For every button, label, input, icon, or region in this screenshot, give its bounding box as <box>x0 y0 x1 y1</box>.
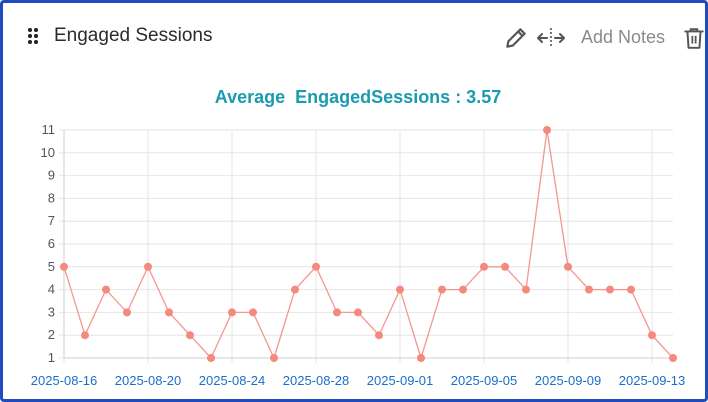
data-point <box>669 354 677 362</box>
data-point <box>543 126 551 134</box>
chart-area: Average EngagedSessions : 3.57 1 2 3 4 5 6 7 8 9… <box>3 73 705 399</box>
data-point <box>60 262 68 271</box>
y-tick-label: 3 <box>48 304 55 319</box>
data-point <box>564 262 572 271</box>
y-tick-label: 1 <box>48 350 55 365</box>
trash-icon[interactable] <box>683 26 705 50</box>
data-point <box>438 285 446 294</box>
data-point <box>102 285 110 294</box>
pencil-icon[interactable] <box>503 25 529 51</box>
x-tick-label: 2025-08-24 <box>199 373 266 388</box>
chart-title: Average EngagedSessions : 3.57 <box>214 87 502 107</box>
data-point <box>207 354 215 362</box>
data-point <box>291 285 299 294</box>
move-arrows-icon[interactable] <box>537 25 565 51</box>
widget-header: Engaged Sessions Add Notes <box>3 3 705 65</box>
y-tick-label: 5 <box>48 259 55 274</box>
data-point <box>459 285 467 294</box>
data-point <box>396 285 404 294</box>
data-point <box>144 262 152 271</box>
x-tick-label: 2025-09-05 <box>451 373 518 388</box>
y-tick-label: 10 <box>41 145 55 160</box>
x-tick-label: 2025-08-20 <box>115 373 182 388</box>
x-tick-label: 2025-09-09 <box>535 373 602 388</box>
data-point <box>249 308 257 317</box>
y-tick-label: 6 <box>48 236 55 251</box>
x-tick-label: 2025-09-01 <box>367 373 434 388</box>
data-point <box>186 331 194 340</box>
y-tick-label: 9 <box>48 168 55 183</box>
data-point <box>375 331 383 340</box>
data-point <box>522 285 530 294</box>
x-tick-label: 2025-09-13 <box>619 373 686 388</box>
data-point <box>501 262 509 271</box>
data-point <box>228 308 236 317</box>
data-point <box>648 331 656 340</box>
data-point <box>480 262 488 271</box>
widget-title: Engaged Sessions <box>54 25 213 46</box>
data-point <box>123 308 131 317</box>
line-chart: 1 2 3 4 5 6 7 8 9 10 11 2025-08-16 2025-08-20 2025-08… <box>31 122 686 388</box>
data-point <box>606 285 614 294</box>
data-point <box>354 308 362 317</box>
data-point <box>333 308 341 317</box>
data-point <box>312 262 320 271</box>
data-point <box>417 354 425 362</box>
data-point <box>270 354 278 362</box>
data-point <box>81 331 89 340</box>
add-notes-button[interactable]: Add Notes <box>581 27 666 47</box>
x-tick-label: 2025-08-28 <box>283 373 350 388</box>
y-tick-label: 8 <box>48 190 55 205</box>
data-point <box>585 285 593 294</box>
data-point <box>165 308 173 317</box>
y-tick-label: 2 <box>48 327 55 342</box>
y-tick-label: 11 <box>42 122 56 137</box>
x-tick-label: 2025-08-16 <box>31 373 98 388</box>
series-line <box>63 129 674 361</box>
drag-handle-icon[interactable] <box>27 27 39 45</box>
y-tick-label: 4 <box>48 282 55 297</box>
data-point <box>627 285 635 294</box>
y-tick-label: 7 <box>48 213 55 228</box>
